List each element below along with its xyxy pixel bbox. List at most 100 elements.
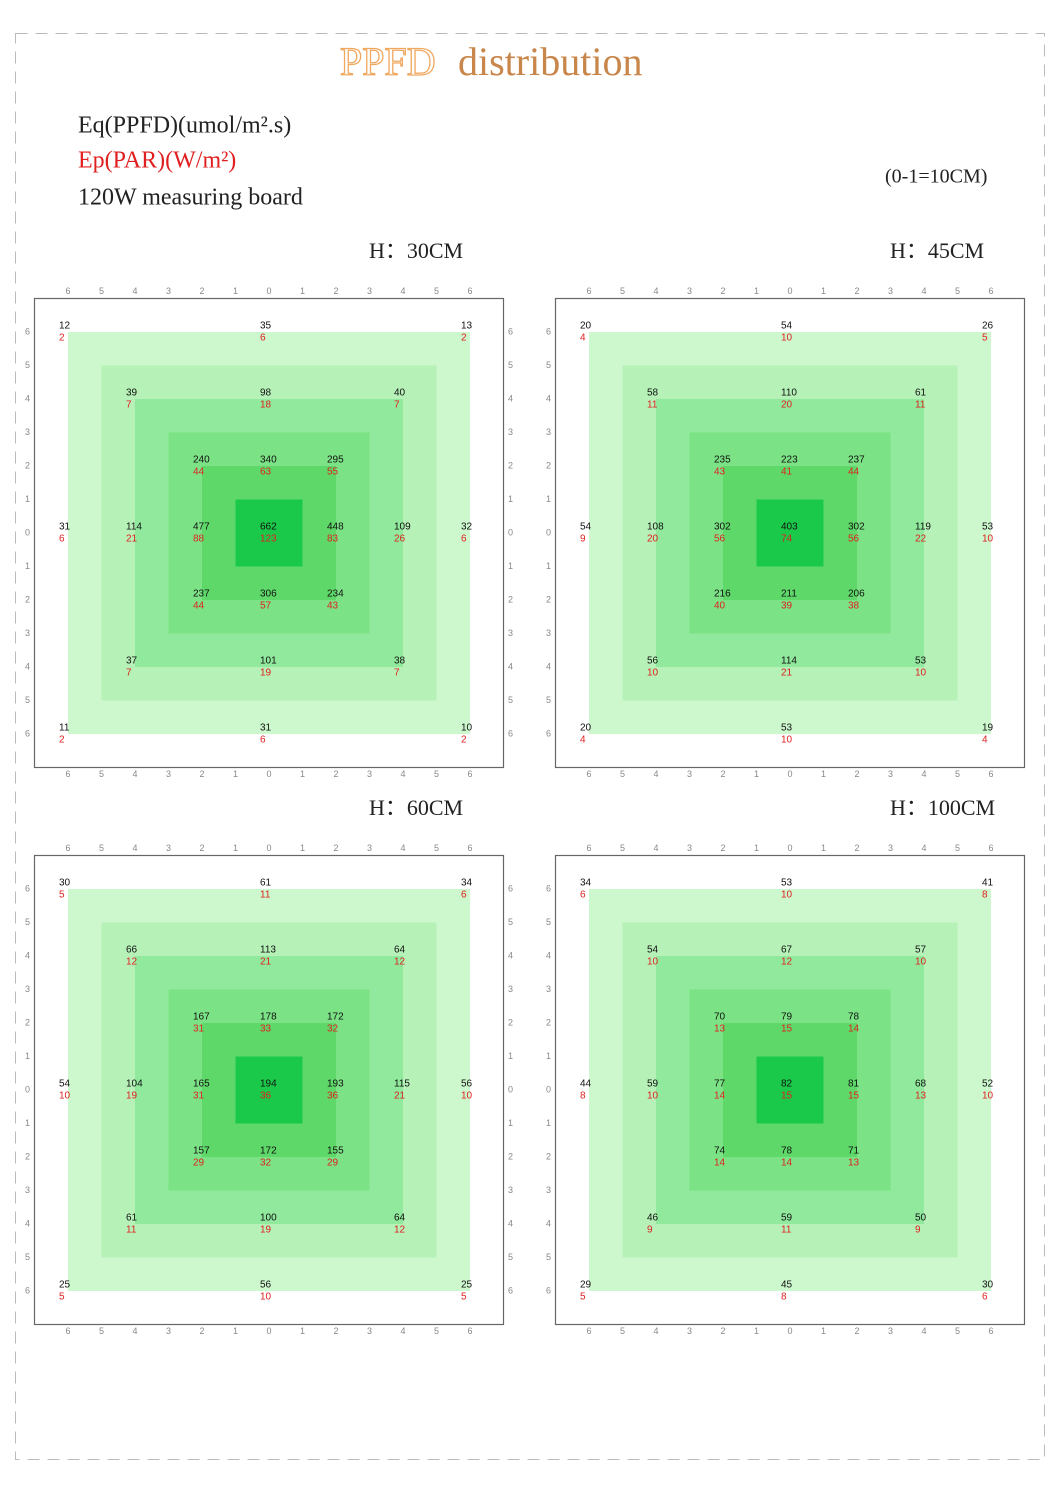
axis-label-top: 2	[720, 286, 725, 296]
axis-label-bottom: 2	[720, 1326, 725, 1336]
axis-label-top: 1	[300, 843, 305, 853]
zone	[235, 499, 303, 567]
axis-label-top: 5	[434, 843, 439, 853]
ppfd-value: 54	[781, 321, 793, 332]
axis-label-left: 6	[25, 326, 30, 336]
ppfd-value: 477	[193, 522, 210, 533]
axis-label-bottom: 3	[687, 1326, 692, 1336]
ppfd-value: 64	[394, 1213, 406, 1224]
axis-label-bottom: 2	[333, 769, 338, 779]
axis-label-right: 4	[508, 661, 513, 671]
ppfd-value: 20	[580, 723, 592, 734]
ppfd-value: 295	[327, 455, 344, 466]
par-value: 32	[327, 1024, 339, 1035]
axis-label-right: 5	[508, 1252, 513, 1262]
axis-label-left: 5	[546, 695, 551, 705]
ppfd-value: 78	[848, 1012, 860, 1023]
axis-label-bottom: 5	[99, 769, 104, 779]
ppfd-value: 54	[647, 945, 659, 956]
par-value: 4	[982, 735, 988, 746]
axis-label-top: 5	[620, 286, 625, 296]
axis-label-top: 3	[367, 843, 372, 853]
par-value: 44	[193, 601, 205, 612]
axis-label-left: 1	[546, 1118, 551, 1128]
ppfd-value: 237	[848, 455, 865, 466]
ppfd-value: 37	[126, 656, 138, 667]
par-value: 12	[394, 957, 406, 968]
axis-label-bottom: 4	[653, 769, 658, 779]
ppfd-value: 39	[126, 388, 138, 399]
par-value: 12	[126, 957, 138, 968]
par-value: 41	[781, 467, 793, 478]
legend-par: Ep(PAR)(W/m²)	[78, 148, 236, 174]
axis-label-top: 6	[586, 843, 591, 853]
axis-label-left: 1	[25, 561, 30, 571]
axis-label-left: 4	[25, 661, 30, 671]
zone	[235, 1056, 303, 1124]
ppfd-value: 172	[327, 1012, 344, 1023]
axis-label-right: 3	[508, 984, 513, 994]
ppfd-value: 114	[126, 522, 142, 533]
par-value: 9	[647, 1225, 653, 1236]
axis-label-left: 6	[546, 728, 551, 738]
axis-label-bottom: 6	[988, 769, 993, 779]
axis-label-top: 2	[854, 843, 859, 853]
zone	[756, 499, 824, 567]
axis-label-bottom: 5	[434, 1326, 439, 1336]
ppfd-value: 29	[580, 1280, 592, 1291]
axis-label-bottom: 6	[467, 1326, 472, 1336]
axis-label-bottom: 4	[921, 769, 926, 779]
axis-label-bottom: 1	[754, 1326, 759, 1336]
par-value: 10	[982, 1091, 994, 1102]
ppfd-value: 59	[647, 1079, 659, 1090]
par-value: 5	[59, 1292, 65, 1303]
par-value: 36	[260, 1091, 272, 1102]
par-value: 2	[59, 735, 65, 746]
axis-label-left: 2	[25, 594, 30, 604]
ppfd-value: 34	[580, 878, 592, 889]
par-value: 56	[848, 534, 860, 545]
ppfd-value: 108	[647, 522, 664, 533]
par-value: 55	[327, 467, 339, 478]
ppfd-value: 234	[327, 589, 344, 600]
panel-height: H：100CM	[890, 795, 995, 820]
axis-label-left: 4	[546, 393, 551, 403]
axis-label-left: 4	[25, 950, 30, 960]
axis-label-left: 5	[25, 917, 30, 927]
ppfd-value: 53	[982, 522, 994, 533]
par-value: 74	[781, 534, 793, 545]
axis-label-bottom: 3	[166, 1326, 171, 1336]
axis-label-right: 2	[508, 1151, 513, 1161]
par-value: 40	[714, 601, 726, 612]
axis-label-top: 3	[166, 843, 171, 853]
par-value: 33	[260, 1024, 272, 1035]
ppfd-value: 61	[126, 1213, 138, 1224]
axis-label-top: 4	[132, 843, 137, 853]
axis-label-bottom: 2	[199, 769, 204, 779]
par-value: 13	[848, 1158, 860, 1169]
axis-label-bottom: 0	[266, 1326, 271, 1336]
ppfd-value: 58	[647, 388, 659, 399]
par-value: 88	[193, 534, 205, 545]
axis-label-top: 2	[199, 286, 204, 296]
par-value: 43	[327, 601, 339, 612]
axis-label-bottom: 5	[99, 1326, 104, 1336]
axis-label-top: 5	[620, 843, 625, 853]
axis-label-right: 2	[508, 460, 513, 470]
ppfd-value: 20	[580, 321, 592, 332]
ppfd-value: 31	[260, 723, 272, 734]
axis-label-bottom: 5	[955, 1326, 960, 1336]
axis-label-bottom: 3	[367, 1326, 372, 1336]
par-value: 14	[714, 1091, 726, 1102]
par-value: 14	[781, 1158, 793, 1169]
par-value: 39	[781, 601, 793, 612]
ppfd-value: 662	[260, 522, 277, 533]
par-value: 12	[394, 1225, 406, 1236]
par-value: 10	[647, 957, 659, 968]
axis-label-right: 2	[508, 1017, 513, 1027]
axis-label-bottom: 2	[333, 1326, 338, 1336]
par-value: 10	[781, 735, 793, 746]
ppfd-value: 56	[461, 1079, 473, 1090]
axis-label-right: 4	[508, 1218, 513, 1228]
axis-label-top: 4	[921, 843, 926, 853]
